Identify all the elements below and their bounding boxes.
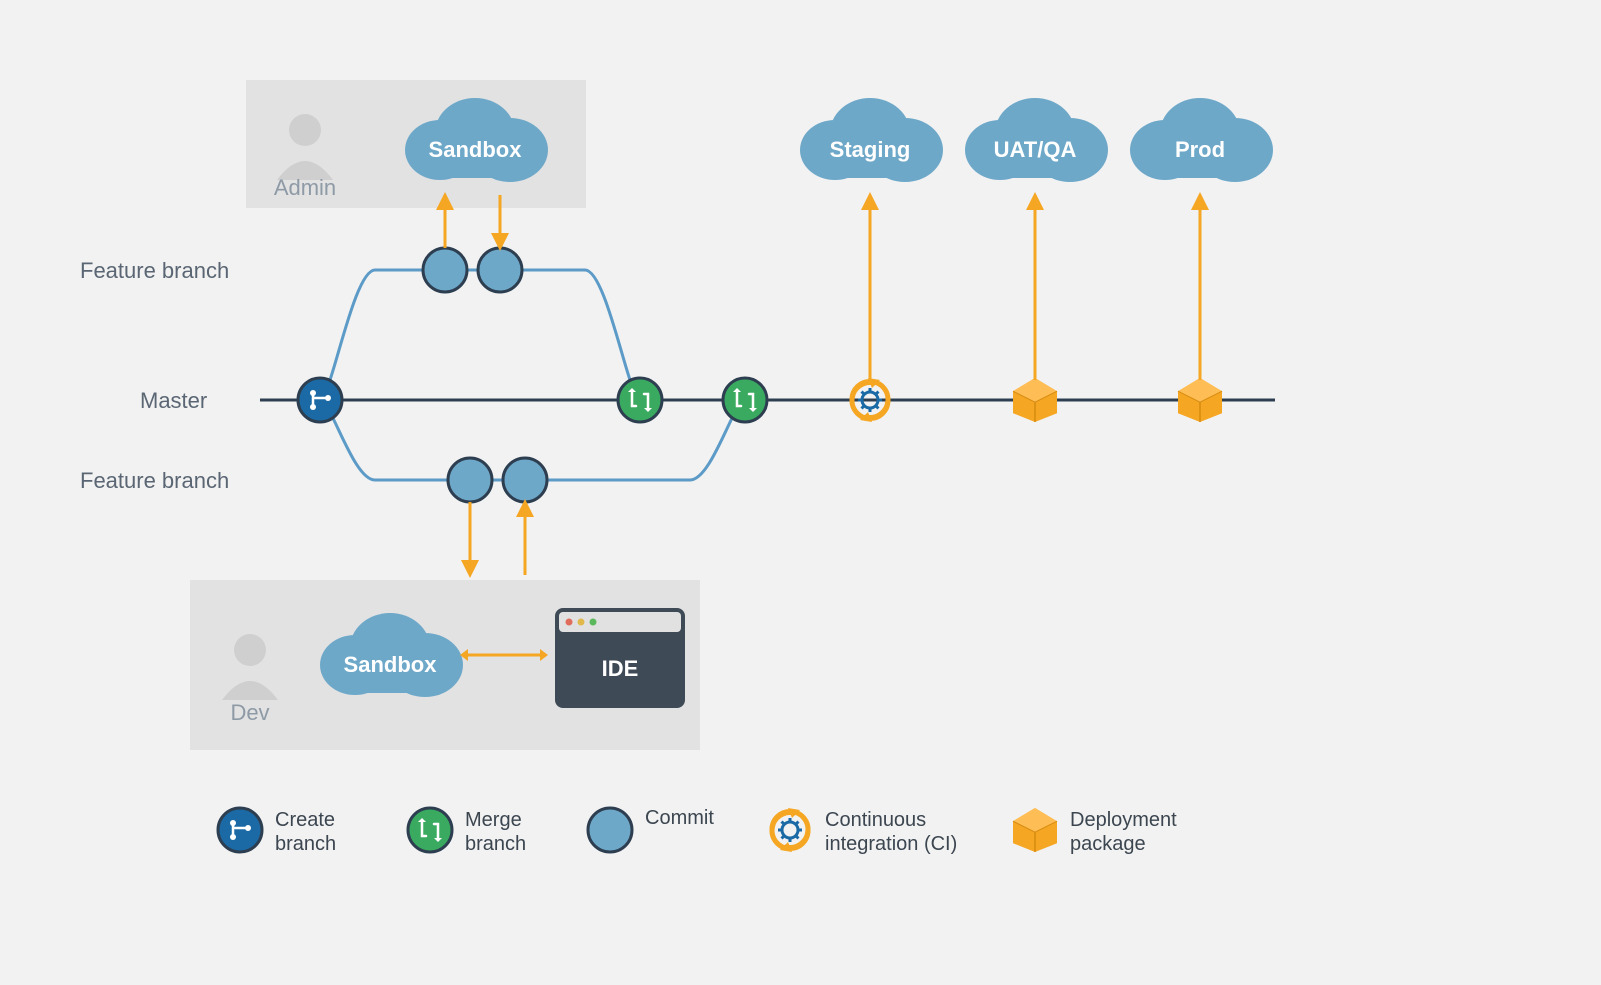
dev-label: Dev	[230, 700, 269, 725]
legend-merge-line2: branch	[465, 833, 526, 855]
legend-ci-line2: integration (CI)	[825, 833, 957, 855]
legend-ci-line1: Continuous	[825, 809, 926, 831]
deployment-package-1	[1013, 378, 1057, 422]
legend-package-line2: package	[1070, 833, 1146, 855]
legend-ci-icon	[772, 808, 808, 852]
admin-label: Admin	[274, 175, 336, 200]
legend-create-line2: branch	[275, 833, 336, 855]
legend-item-merge: Mergebranch	[465, 809, 526, 855]
svg-text:UAT/QA: UAT/QA	[994, 137, 1077, 162]
feature-branch-top-label: Feature branch	[80, 258, 229, 283]
legend-merge-icon	[408, 808, 452, 852]
uatqa-cloud: UAT/QA	[965, 98, 1108, 182]
commit-bottom-2	[503, 458, 547, 502]
legend-commit-icon	[588, 808, 632, 852]
feature-branch-bottom-label: Feature branch	[80, 468, 229, 493]
legend-create-icon	[218, 808, 262, 852]
deployment-package-2	[1178, 378, 1222, 422]
legend-item-ci: Continuousintegration (CI)	[825, 809, 957, 855]
staging-cloud: Staging	[800, 98, 943, 182]
legend-commit-line1: Commit	[645, 807, 714, 829]
merge-node-1	[618, 378, 662, 422]
svg-text:Prod: Prod	[1175, 137, 1225, 162]
commit-top-1	[423, 248, 467, 292]
legend-item-create: Createbranch	[275, 809, 336, 855]
legend-item-package: Deploymentpackage	[1070, 809, 1177, 855]
legend-package-line1: Deployment	[1070, 809, 1177, 831]
legend-item-commit: Commit	[645, 807, 714, 829]
legend-merge-line1: Merge	[465, 809, 522, 831]
merge-node-2	[723, 378, 767, 422]
legend-create-line1: Create	[275, 809, 335, 831]
commit-bottom-1	[448, 458, 492, 502]
commit-top-2	[478, 248, 522, 292]
ide-window: IDE	[555, 608, 685, 708]
branch-curve	[320, 270, 640, 400]
ide-label: IDE	[602, 656, 639, 681]
master-label: Master	[140, 388, 207, 413]
svg-text:Staging: Staging	[830, 137, 911, 162]
create-branch-node	[298, 378, 342, 422]
svg-text:Sandbox: Sandbox	[429, 137, 523, 162]
legend-package-icon	[1013, 808, 1057, 852]
svg-text:Sandbox: Sandbox	[344, 652, 438, 677]
prod-cloud: Prod	[1130, 98, 1273, 182]
